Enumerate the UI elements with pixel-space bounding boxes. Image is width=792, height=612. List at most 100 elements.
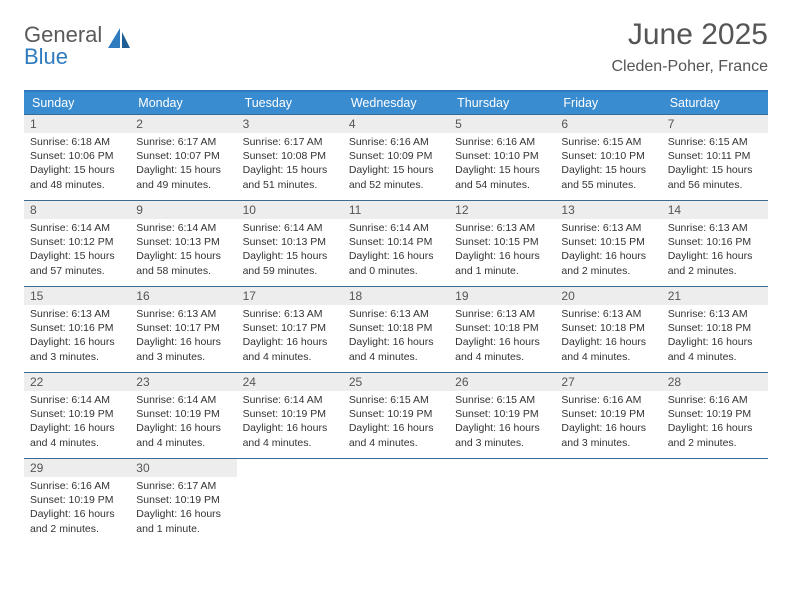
- day-number-bar: 20: [555, 287, 661, 305]
- day-number: 13: [561, 203, 655, 217]
- daylight-line: Daylight: 16 hours and 0 minutes.: [349, 249, 443, 277]
- daylight-line: Daylight: 16 hours and 1 minute.: [455, 249, 549, 277]
- sunrise-line: Sunrise: 6:13 AM: [668, 307, 762, 321]
- daylight-line: Daylight: 16 hours and 4 minutes.: [243, 421, 337, 449]
- day-number-bar: 2: [130, 115, 236, 133]
- day-number: 4: [349, 117, 443, 131]
- sunset-line: Sunset: 10:09 PM: [349, 149, 443, 163]
- day-cell: 7Sunrise: 6:15 AMSunset: 10:11 PMDayligh…: [662, 114, 768, 200]
- sunrise-line: Sunrise: 6:15 AM: [455, 393, 549, 407]
- day-number-bar: 29: [24, 459, 130, 477]
- sunset-line: Sunset: 10:19 PM: [455, 407, 549, 421]
- day-number-bar: 17: [237, 287, 343, 305]
- sunset-line: Sunset: 10:13 PM: [243, 235, 337, 249]
- day-number-bar: 4: [343, 115, 449, 133]
- day-number-bar: 5: [449, 115, 555, 133]
- day-cell: 3Sunrise: 6:17 AMSunset: 10:08 PMDayligh…: [237, 114, 343, 200]
- sunrise-line: Sunrise: 6:14 AM: [30, 393, 124, 407]
- day-number-bar: 16: [130, 287, 236, 305]
- sunrise-line: Sunrise: 6:15 AM: [668, 135, 762, 149]
- day-number: 24: [243, 375, 337, 389]
- sunset-line: Sunset: 10:19 PM: [30, 407, 124, 421]
- day-number: 23: [136, 375, 230, 389]
- daylight-line: Daylight: 15 hours and 59 minutes.: [243, 249, 337, 277]
- day-number: 29: [30, 461, 124, 475]
- day-number: 15: [30, 289, 124, 303]
- daylight-line: Daylight: 16 hours and 1 minute.: [136, 507, 230, 535]
- calendar-grid: SundayMondayTuesdayWednesdayThursdayFrid…: [24, 90, 768, 544]
- empty-cell: [237, 458, 343, 544]
- day-number-bar: 18: [343, 287, 449, 305]
- sunset-line: Sunset: 10:19 PM: [243, 407, 337, 421]
- sunrise-line: Sunrise: 6:17 AM: [136, 135, 230, 149]
- sunset-line: Sunset: 10:16 PM: [668, 235, 762, 249]
- empty-cell: [662, 458, 768, 544]
- day-number: 21: [668, 289, 762, 303]
- title-block: June 2025 Cleden-Poher, France: [611, 18, 768, 76]
- sunrise-line: Sunrise: 6:16 AM: [561, 393, 655, 407]
- sunrise-line: Sunrise: 6:17 AM: [136, 479, 230, 493]
- sunset-line: Sunset: 10:18 PM: [455, 321, 549, 335]
- day-number-bar: 9: [130, 201, 236, 219]
- day-cell: 6Sunrise: 6:15 AMSunset: 10:10 PMDayligh…: [555, 114, 661, 200]
- brand-word2: Blue: [24, 44, 68, 69]
- daylight-line: Daylight: 16 hours and 4 minutes.: [561, 335, 655, 363]
- day-number: 30: [136, 461, 230, 475]
- sunset-line: Sunset: 10:15 PM: [561, 235, 655, 249]
- daylight-line: Daylight: 16 hours and 2 minutes.: [668, 421, 762, 449]
- brand-logo: General Blue: [24, 24, 132, 68]
- day-cell: 25Sunrise: 6:15 AMSunset: 10:19 PMDaylig…: [343, 372, 449, 458]
- sunrise-line: Sunrise: 6:14 AM: [30, 221, 124, 235]
- sunrise-line: Sunrise: 6:16 AM: [668, 393, 762, 407]
- sunrise-line: Sunrise: 6:13 AM: [561, 307, 655, 321]
- day-cell: 17Sunrise: 6:13 AMSunset: 10:17 PMDaylig…: [237, 286, 343, 372]
- sunrise-line: Sunrise: 6:17 AM: [243, 135, 337, 149]
- day-cell: 2Sunrise: 6:17 AMSunset: 10:07 PMDayligh…: [130, 114, 236, 200]
- sail-icon: [106, 26, 132, 52]
- sunset-line: Sunset: 10:19 PM: [668, 407, 762, 421]
- day-number-bar: 12: [449, 201, 555, 219]
- day-number: 22: [30, 375, 124, 389]
- day-number-bar: 7: [662, 115, 768, 133]
- dow-header: Wednesday: [343, 92, 449, 114]
- day-cell: 23Sunrise: 6:14 AMSunset: 10:19 PMDaylig…: [130, 372, 236, 458]
- sunset-line: Sunset: 10:17 PM: [243, 321, 337, 335]
- sunset-line: Sunset: 10:19 PM: [30, 493, 124, 507]
- sunrise-line: Sunrise: 6:13 AM: [30, 307, 124, 321]
- day-number-bar: 25: [343, 373, 449, 391]
- day-number-bar: 3: [237, 115, 343, 133]
- daylight-line: Daylight: 15 hours and 57 minutes.: [30, 249, 124, 277]
- day-cell: 11Sunrise: 6:14 AMSunset: 10:14 PMDaylig…: [343, 200, 449, 286]
- day-number-bar: 8: [24, 201, 130, 219]
- day-number-bar: 6: [555, 115, 661, 133]
- day-cell: 24Sunrise: 6:14 AMSunset: 10:19 PMDaylig…: [237, 372, 343, 458]
- daylight-line: Daylight: 16 hours and 4 minutes.: [349, 335, 443, 363]
- daylight-line: Daylight: 16 hours and 2 minutes.: [561, 249, 655, 277]
- sunset-line: Sunset: 10:15 PM: [455, 235, 549, 249]
- day-cell: 19Sunrise: 6:13 AMSunset: 10:18 PMDaylig…: [449, 286, 555, 372]
- daylight-line: Daylight: 15 hours and 54 minutes.: [455, 163, 549, 191]
- day-number-bar: 28: [662, 373, 768, 391]
- day-number-bar: 14: [662, 201, 768, 219]
- day-cell: 5Sunrise: 6:16 AMSunset: 10:10 PMDayligh…: [449, 114, 555, 200]
- daylight-line: Daylight: 16 hours and 2 minutes.: [668, 249, 762, 277]
- dow-header: Sunday: [24, 92, 130, 114]
- daylight-line: Daylight: 15 hours and 48 minutes.: [30, 163, 124, 191]
- day-number: 25: [349, 375, 443, 389]
- day-number: 28: [668, 375, 762, 389]
- day-number-bar: 19: [449, 287, 555, 305]
- day-number: 2: [136, 117, 230, 131]
- sunrise-line: Sunrise: 6:13 AM: [668, 221, 762, 235]
- day-cell: 13Sunrise: 6:13 AMSunset: 10:15 PMDaylig…: [555, 200, 661, 286]
- sunset-line: Sunset: 10:16 PM: [30, 321, 124, 335]
- day-cell: 30Sunrise: 6:17 AMSunset: 10:19 PMDaylig…: [130, 458, 236, 544]
- daylight-line: Daylight: 15 hours and 55 minutes.: [561, 163, 655, 191]
- daylight-line: Daylight: 16 hours and 4 minutes.: [455, 335, 549, 363]
- sunset-line: Sunset: 10:10 PM: [561, 149, 655, 163]
- day-number: 3: [243, 117, 337, 131]
- sunset-line: Sunset: 10:06 PM: [30, 149, 124, 163]
- empty-cell: [555, 458, 661, 544]
- sunrise-line: Sunrise: 6:13 AM: [455, 221, 549, 235]
- daylight-line: Daylight: 16 hours and 4 minutes.: [349, 421, 443, 449]
- sunrise-line: Sunrise: 6:14 AM: [136, 221, 230, 235]
